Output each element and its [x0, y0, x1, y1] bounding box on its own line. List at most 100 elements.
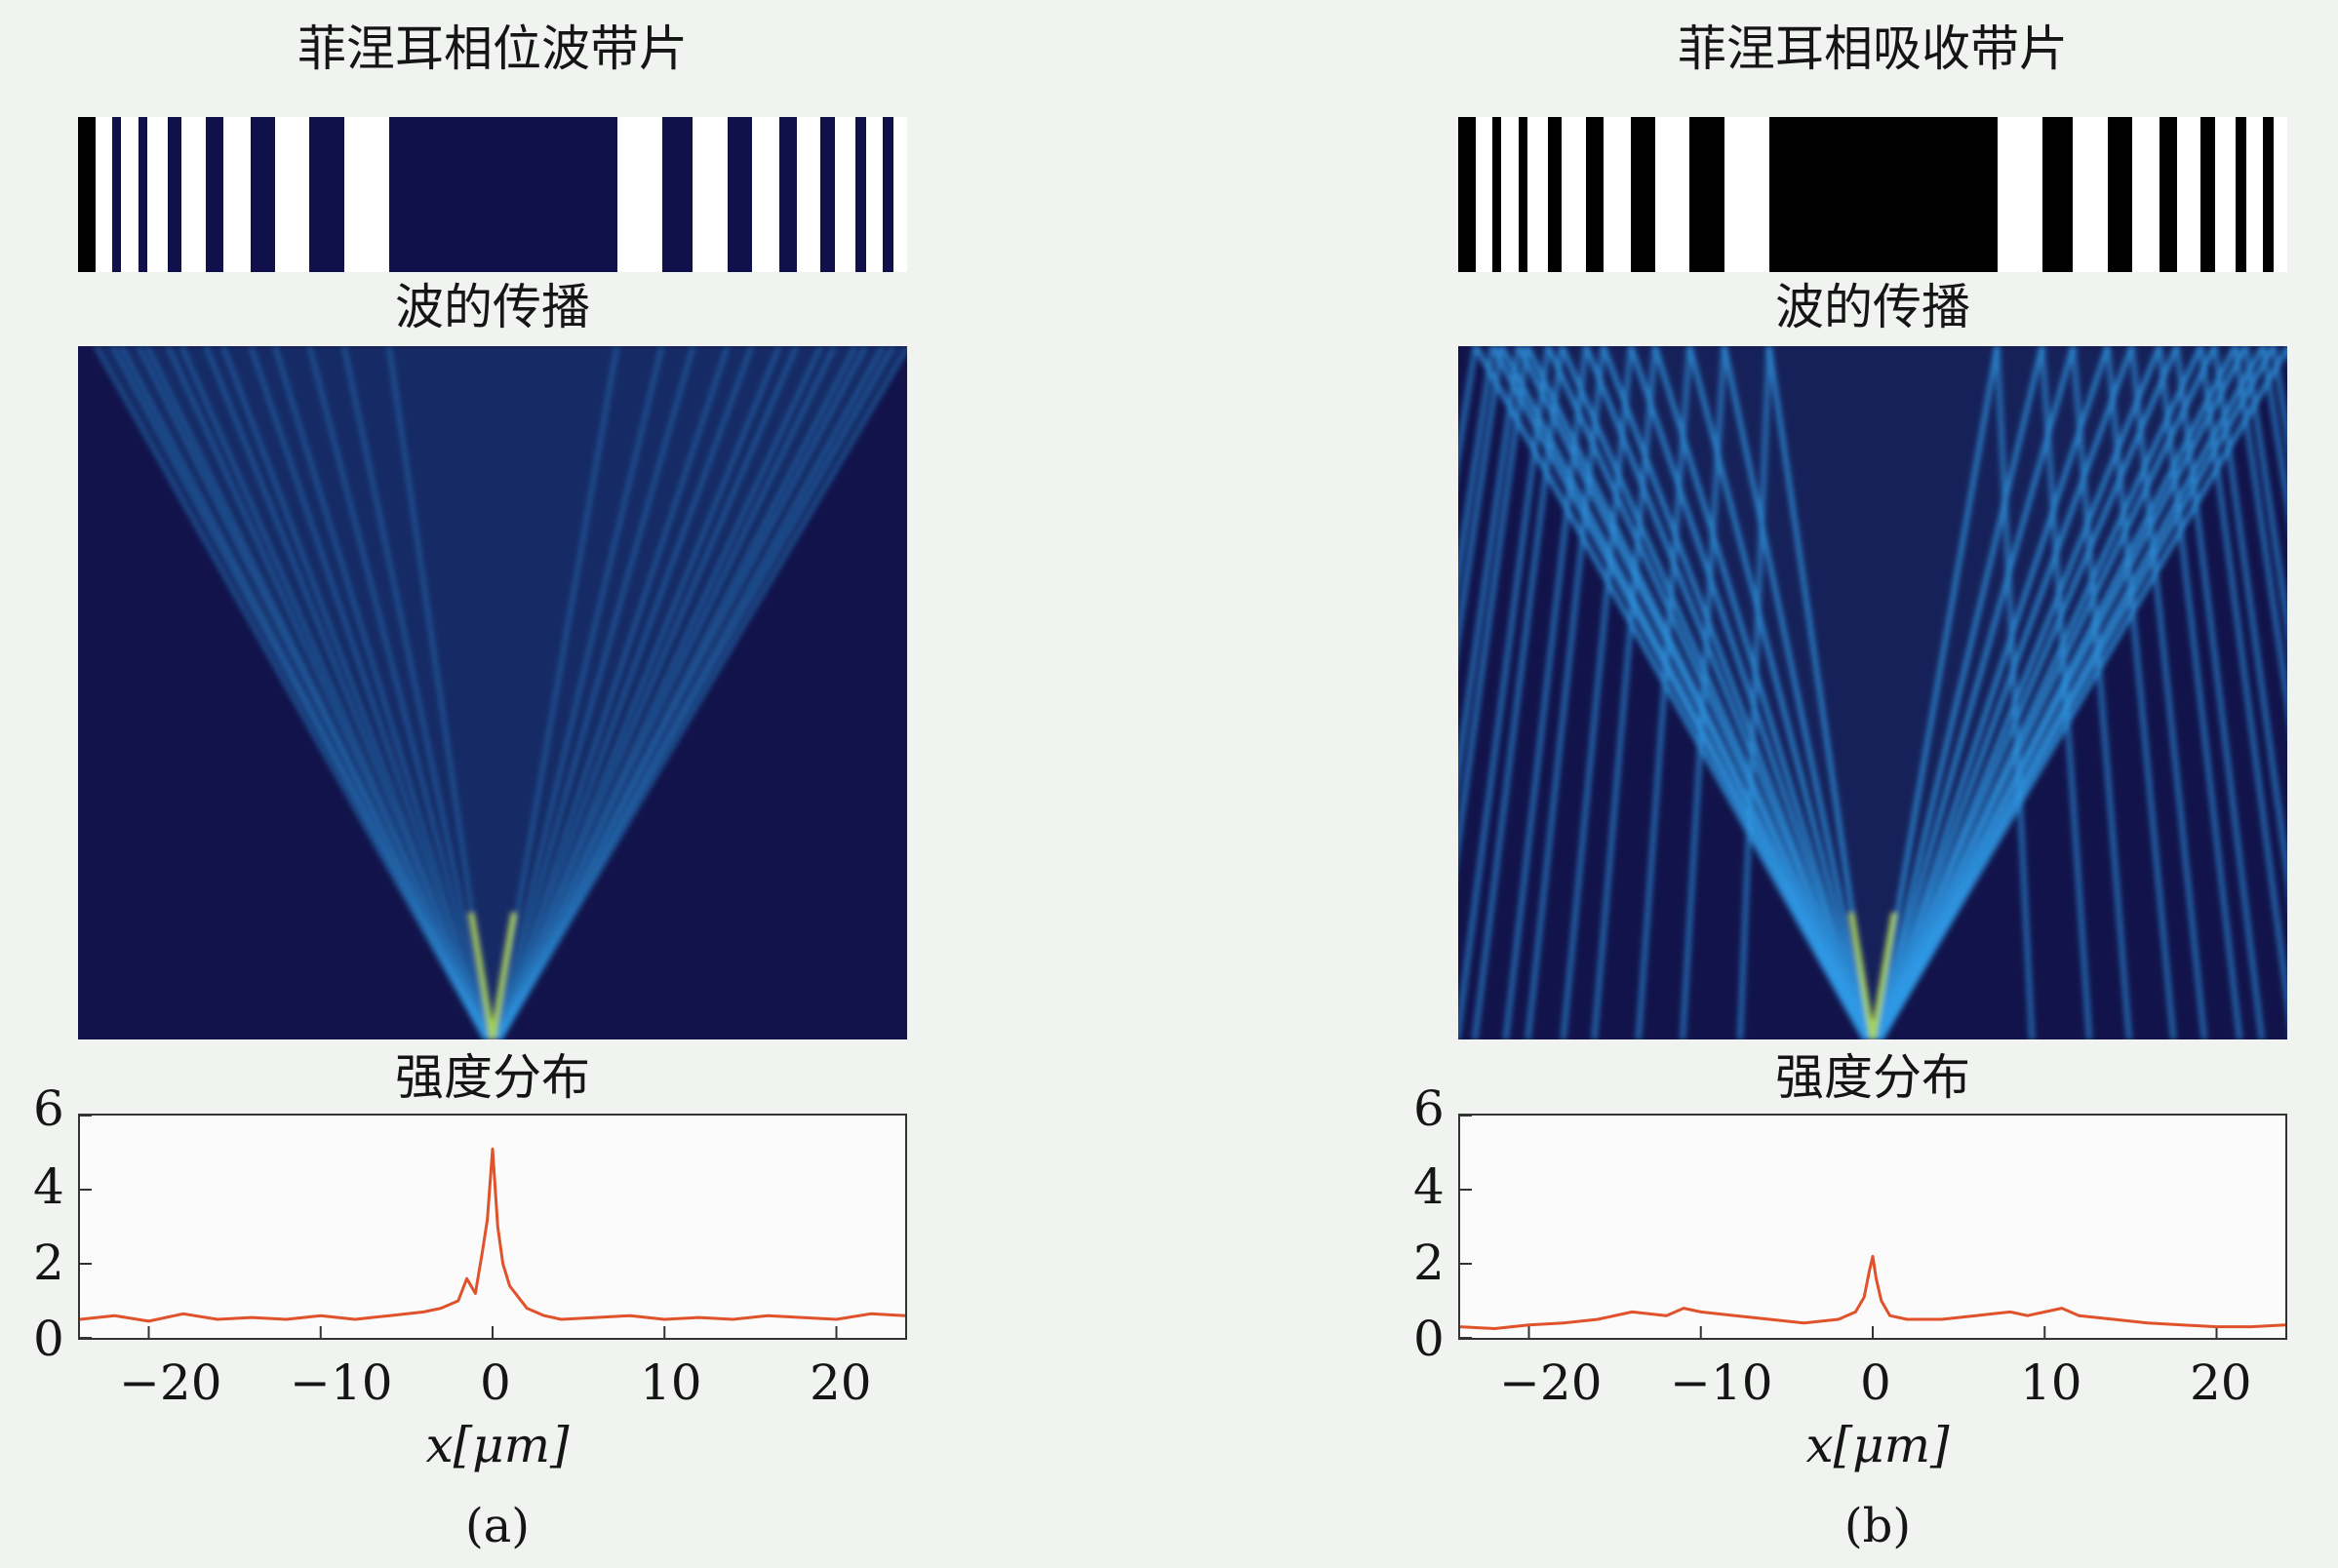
converging-beam: [1652, 346, 1871, 1039]
zone-ring: [1526, 117, 1549, 272]
intensity-series-line: [80, 1147, 905, 1323]
zone-ring: [121, 117, 139, 272]
x-tick-label: 0: [480, 1354, 511, 1411]
converging-beam: [1873, 346, 2000, 1039]
focal-spot: [468, 912, 517, 1039]
zone-ring: [1654, 117, 1690, 272]
zone-ring: [2214, 117, 2236, 272]
converging-beam: [497, 346, 836, 1039]
y-tick-label: 0: [1413, 1311, 1445, 1367]
zone-ring: [616, 117, 662, 272]
diverging-beam: [2232, 346, 2287, 721]
converging-beam: [1559, 346, 1869, 1039]
x-tick-label: 0: [1860, 1354, 1891, 1411]
zone-ring: [95, 117, 113, 272]
propagation-title-b: 波的传播: [1775, 279, 1970, 335]
diverging-beam: [2156, 346, 2243, 1039]
focusing-cone: [95, 346, 907, 1039]
diverging-beam: [1737, 346, 1772, 1039]
converging-beam: [94, 346, 487, 1039]
x-tick-label: −20: [1499, 1354, 1603, 1411]
zone-ring: [222, 117, 252, 272]
y-tick-label: 2: [1413, 1235, 1445, 1291]
zone-ring: [2176, 117, 2201, 272]
x-tick-label: −20: [119, 1354, 222, 1411]
diverging-beam: [2128, 346, 2207, 1039]
converging-beam: [495, 346, 694, 1039]
converging-beam: [498, 346, 885, 1039]
zone-ring: [1475, 117, 1493, 272]
zone-ring: [2273, 117, 2287, 272]
zone-ring: [343, 117, 389, 272]
zone-ring: [181, 117, 207, 272]
x-tick-label: −10: [1670, 1354, 1773, 1411]
diverging-beam: [1560, 346, 1635, 1039]
converging-beam: [497, 346, 822, 1039]
zone-plate-title-a: 菲涅耳相位波带片: [297, 20, 688, 77]
converging-beam: [221, 346, 489, 1039]
converging-beam: [498, 346, 857, 1039]
converging-beam: [1628, 346, 1871, 1039]
converging-beam: [1876, 346, 2162, 1039]
diverging-beam: [2104, 346, 2177, 1039]
diverging-beam: [1635, 346, 1693, 1039]
x-tick-label: 20: [2190, 1354, 2252, 1411]
diverging-beam: [1502, 346, 1590, 1039]
zone-ring: [892, 117, 907, 272]
x-tick-label: −10: [290, 1354, 393, 1411]
zone-ring: [1562, 117, 1587, 272]
diffraction-beams: [1458, 346, 2287, 1039]
converging-beam: [495, 346, 664, 1039]
zone-plate-title-b: 菲涅耳相吸收带片: [1678, 20, 2068, 77]
y-tick-label: 4: [33, 1158, 64, 1215]
converging-beam: [1722, 346, 1873, 1039]
diverging-beam: [1525, 346, 1606, 1039]
diverging-beam: [1680, 346, 1727, 1039]
converging-beam: [495, 346, 730, 1039]
converging-beam: [273, 346, 490, 1039]
converging-beam: [1499, 346, 1868, 1039]
converging-beam: [499, 346, 907, 1039]
diverging-beam: [2260, 346, 2287, 519]
zone-ring: [2245, 117, 2264, 272]
converging-beam: [1473, 346, 1868, 1039]
diverging-beam: [1458, 346, 1522, 790]
diverging-beam: [2070, 346, 2132, 1039]
zone-ring: [2073, 117, 2108, 272]
diffraction-beams: [94, 346, 907, 1039]
zone-ring: [751, 117, 779, 272]
converging-beam: [1879, 346, 2287, 1039]
converging-beam: [494, 346, 618, 1039]
converging-beam: [1878, 346, 2248, 1039]
converging-beam: [498, 346, 895, 1039]
diverging-beam: [1458, 346, 1530, 863]
converging-beam: [1875, 346, 2134, 1039]
x-tick-label: 10: [640, 1354, 702, 1411]
phase-zone-plate: [78, 117, 907, 272]
converging-beam: [495, 346, 754, 1039]
zone-ring: [146, 117, 169, 272]
diverging-beam: [1472, 346, 1565, 1039]
zone-ring: [1997, 117, 2042, 272]
y-tick-label: 2: [33, 1235, 64, 1291]
absorption-zone-plate: [1458, 117, 2287, 272]
intensity-plot-b: [1458, 1114, 2287, 1340]
converging-beam: [1876, 346, 2179, 1039]
zone-ring: [796, 117, 821, 272]
zone-ring: [693, 117, 728, 272]
propagation-field-b: [1458, 346, 2287, 1039]
converging-beam: [496, 346, 799, 1039]
propagation-field-a: [78, 346, 907, 1039]
zone-ring: [1724, 117, 1769, 272]
zone-ring: [865, 117, 884, 272]
converging-beam: [204, 346, 489, 1039]
converging-beam: [498, 346, 867, 1039]
converging-beam: [342, 346, 492, 1039]
intensity-title-a: 强度分布: [395, 1049, 590, 1106]
converging-beam: [145, 346, 488, 1039]
converging-beam: [179, 346, 488, 1039]
x-axis-label-b: x[μm]: [1805, 1417, 1950, 1473]
diverging-beam: [1994, 346, 2036, 1039]
converging-beam: [1875, 346, 2111, 1039]
converging-beam: [1874, 346, 2076, 1039]
